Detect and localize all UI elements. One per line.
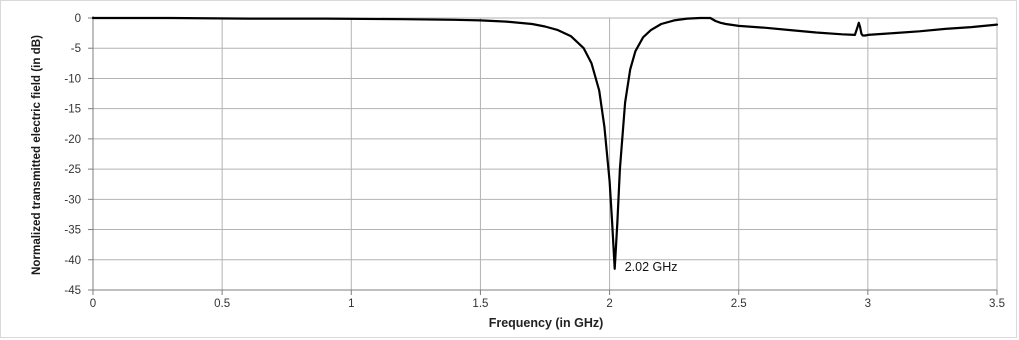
x-tick-labels: 0 0.5 1 1.5 2 2.5 3 3.5 xyxy=(90,298,1005,310)
x-tick-label: 0.5 xyxy=(214,298,230,310)
x-gridlines xyxy=(92,18,998,295)
y-tick-label: -30 xyxy=(64,194,81,206)
y-tick-label: -10 xyxy=(64,73,81,85)
x-tick-label: 2.5 xyxy=(731,298,747,310)
y-tick-label: -25 xyxy=(64,164,81,176)
y-tick-label: -40 xyxy=(64,255,81,267)
x-tick-label: 0 xyxy=(90,298,96,310)
series-line xyxy=(91,16,999,270)
y-axis-label: Normalized transmitted electric field (i… xyxy=(29,35,43,275)
y-tick-label: -5 xyxy=(71,43,81,55)
x-tick-label: 3.5 xyxy=(989,298,1005,310)
y-gridlines xyxy=(93,17,997,261)
y-tick-label: -45 xyxy=(64,285,81,297)
axes xyxy=(88,16,997,291)
y-tick-label: -20 xyxy=(64,134,81,146)
series-group xyxy=(91,16,999,270)
x-tick-label: 3 xyxy=(865,298,871,310)
y-tick-label: -35 xyxy=(64,225,81,237)
x-tick-label: 1.5 xyxy=(472,298,488,310)
y-tick-label: -15 xyxy=(64,104,81,116)
x-axis-label: Frequency (in GHz) xyxy=(489,316,604,330)
x-tick-label: 1 xyxy=(348,298,354,310)
annotation-label: 2.02 GHz xyxy=(625,260,678,274)
x-tick-label: 2 xyxy=(606,298,612,310)
y-tick-labels: 0 -5 -10 -15 -20 -25 -30 -35 -40 -45 xyxy=(64,13,81,297)
y-tick-label: 0 xyxy=(75,13,81,25)
